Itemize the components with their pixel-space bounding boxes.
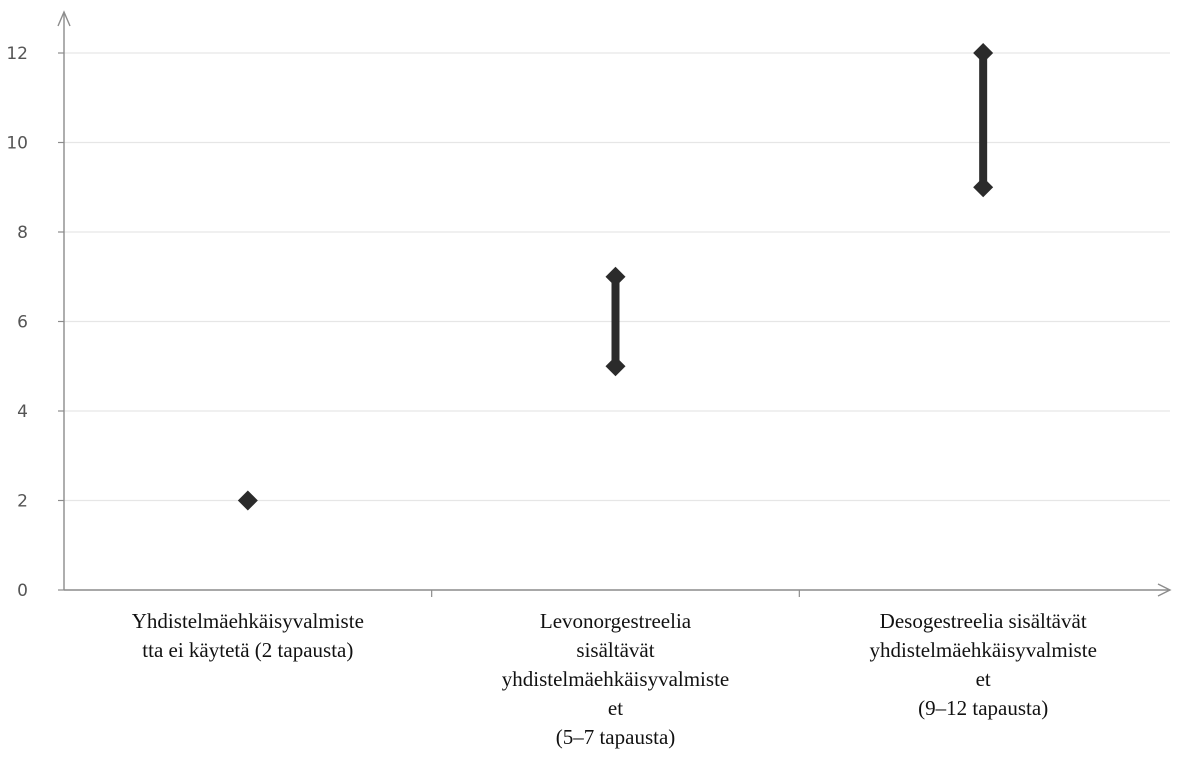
category-label: Desogestreelia sisältävät yhdistelmäehkäi… <box>869 609 1096 720</box>
x-axis-arrow <box>1157 583 1172 597</box>
category-label-line: yhdistelmäehkäisyvalmiste <box>502 667 729 691</box>
category-label: Yhdistelmäehkäisyvalmiste tta ei käytetä … <box>132 609 364 662</box>
range-high-marker <box>973 43 994 63</box>
category-label-line: Desogestreelia sisältävät <box>880 609 1087 633</box>
category-label-line: et <box>976 667 991 691</box>
y-tick-label: 4 <box>17 402 28 422</box>
category-label-line: yhdistelmäehkäisyvalmiste <box>869 638 1096 662</box>
category-label-line: tta ei käytetä (2 tapausta) <box>142 638 353 662</box>
y-tick-labels: 0 2 4 6 8 10 12 <box>6 44 28 601</box>
category-label-line: (9–12 tapausta) <box>918 696 1048 720</box>
category-label-line: sisältävät <box>576 638 654 662</box>
category-labels: Yhdistelmäehkäisyvalmiste tta ei käytetä … <box>132 609 1097 749</box>
category-label-line: (5–7 tapausta) <box>556 725 676 749</box>
category-label-line: et <box>608 696 623 720</box>
axes <box>57 10 1172 597</box>
y-tick-label: 2 <box>17 492 28 512</box>
y-axis-arrow <box>57 10 71 27</box>
y-tick-label: 0 <box>17 581 28 601</box>
range-high-marker <box>605 266 626 287</box>
y-tick-label: 10 <box>6 134 28 154</box>
range-low-marker <box>605 356 626 377</box>
point-marker <box>237 490 258 511</box>
y-tick-label: 6 <box>17 313 28 333</box>
y-tick-label: 12 <box>6 44 28 64</box>
range-low-marker <box>973 177 994 198</box>
range-marks <box>237 43 994 511</box>
y-tick-label: 8 <box>17 223 28 243</box>
category-label-line: Levonorgestreelia <box>540 609 692 633</box>
category-label: Levonorgestreelia sisältävät yhdistelmäehk… <box>502 609 729 749</box>
category-label-line: Yhdistelmäehkäisyvalmiste <box>132 609 364 633</box>
